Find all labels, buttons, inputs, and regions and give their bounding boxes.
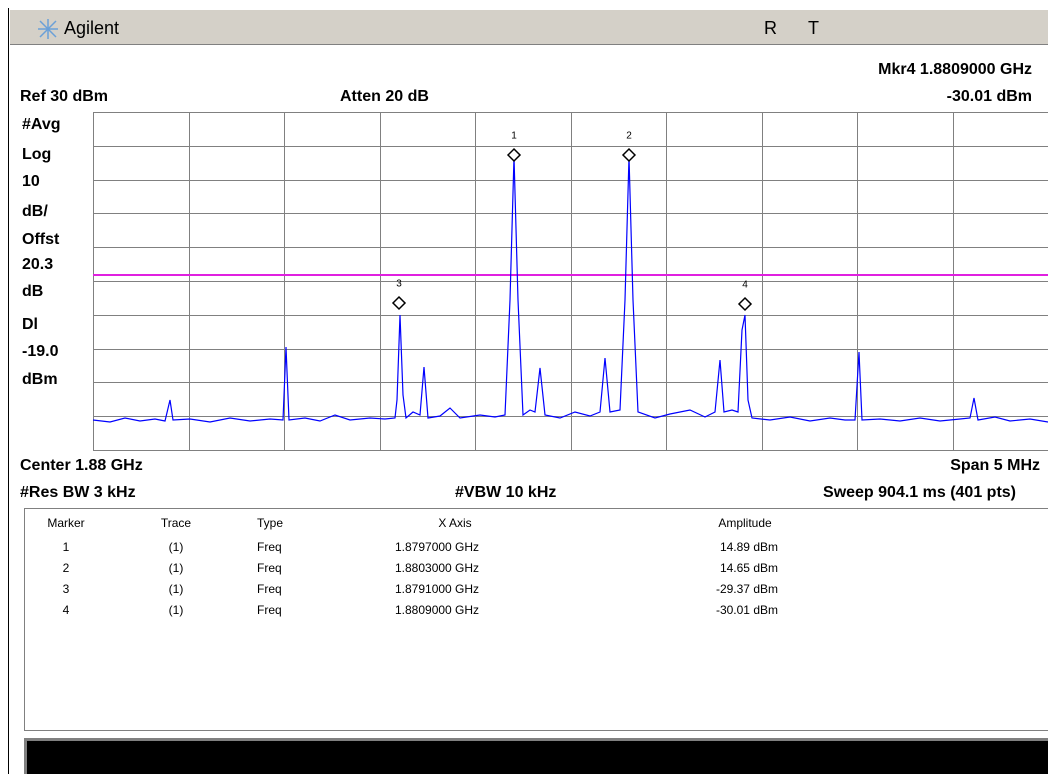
left-label: dBm bbox=[22, 371, 58, 388]
message-bar bbox=[27, 741, 1048, 774]
table-cell: Freq bbox=[257, 561, 282, 575]
column-header: X Axis bbox=[438, 516, 471, 530]
table-cell: 2 bbox=[63, 561, 70, 575]
table-cell: 14.65 dBm bbox=[720, 561, 778, 575]
table-cell: Freq bbox=[257, 540, 282, 554]
left-label: Offst bbox=[22, 231, 60, 248]
left-label: Dl bbox=[22, 316, 38, 333]
left-label: -19.0 bbox=[22, 343, 59, 360]
left-label: dB bbox=[22, 283, 43, 300]
marker-diamond bbox=[621, 147, 637, 163]
table-cell: (1) bbox=[169, 603, 184, 617]
left-label: dB/ bbox=[22, 203, 48, 220]
left-label: 20.3 bbox=[22, 256, 53, 273]
status-t: T bbox=[808, 18, 819, 38]
span: Span 5 MHz bbox=[950, 457, 1040, 474]
agilent-logo bbox=[38, 19, 58, 39]
left-labels: #Avg Log 10 dB/Offst 20.3 dB Dl -19.0 dBm bbox=[22, 116, 61, 388]
table-cell: (1) bbox=[169, 582, 184, 596]
graticule bbox=[93, 112, 1048, 451]
marker-amplitude: -30.01 dBm bbox=[947, 88, 1032, 105]
table-cell: 1.8791000 GHz bbox=[395, 582, 479, 596]
table-cell: 14.89 dBm bbox=[720, 540, 778, 554]
center-frequency: Center 1.88 GHz bbox=[20, 457, 143, 474]
table-cell: 3 bbox=[63, 582, 70, 596]
table-cell: 1.8809000 GHz bbox=[395, 603, 479, 617]
column-header: Type bbox=[257, 516, 283, 530]
table-cell: -30.01 dBm bbox=[716, 603, 778, 617]
table-cell: 1 bbox=[63, 540, 70, 554]
table-cell: Freq bbox=[257, 582, 282, 596]
marker-diamond bbox=[506, 147, 522, 163]
table-cell: 1.8803000 GHz bbox=[395, 561, 479, 575]
marker-diamond bbox=[737, 296, 753, 312]
markers: 1 2 3 4 bbox=[391, 131, 753, 312]
marker-readout: Mkr4 1.8809000 GHz bbox=[878, 61, 1032, 78]
column-header: Marker bbox=[47, 516, 84, 530]
table-cell: Freq bbox=[257, 603, 282, 617]
column-header: Trace bbox=[161, 516, 192, 530]
column-header: Amplitude bbox=[718, 516, 772, 530]
ref-level: Ref 30 dBm bbox=[20, 88, 108, 105]
marker-label: 4 bbox=[742, 280, 748, 291]
marker-label: 2 bbox=[626, 131, 632, 142]
marker-table bbox=[24, 508, 1048, 731]
sweep: Sweep 904.1 ms (401 pts) bbox=[823, 484, 1016, 501]
attenuation: Atten 20 dB bbox=[340, 88, 429, 105]
marker-diamond bbox=[391, 295, 407, 311]
vbw: #VBW 10 kHz bbox=[455, 484, 556, 501]
trace bbox=[92, 156, 1048, 423]
left-label: #Avg bbox=[22, 116, 61, 133]
title-bar bbox=[10, 10, 1048, 44]
marker-table-content: Marker Trace Type X Axis Amplitude 1 (1) Freq 1.… bbox=[47, 516, 778, 617]
table-cell: -29.37 dBm bbox=[716, 582, 778, 596]
table-cell: (1) bbox=[169, 561, 184, 575]
marker-label: 1 bbox=[511, 131, 517, 142]
marker-label: 3 bbox=[396, 279, 402, 290]
table-cell: 1.8797000 GHz bbox=[395, 540, 479, 554]
res-bw: #Res BW 3 kHz bbox=[20, 484, 136, 501]
status-r: R bbox=[764, 18, 777, 38]
table-cell: 4 bbox=[63, 603, 70, 617]
table-cell: (1) bbox=[169, 540, 184, 554]
left-label: 10 bbox=[22, 173, 40, 190]
brand: Agilent bbox=[64, 18, 119, 38]
left-label: Log bbox=[22, 146, 51, 163]
